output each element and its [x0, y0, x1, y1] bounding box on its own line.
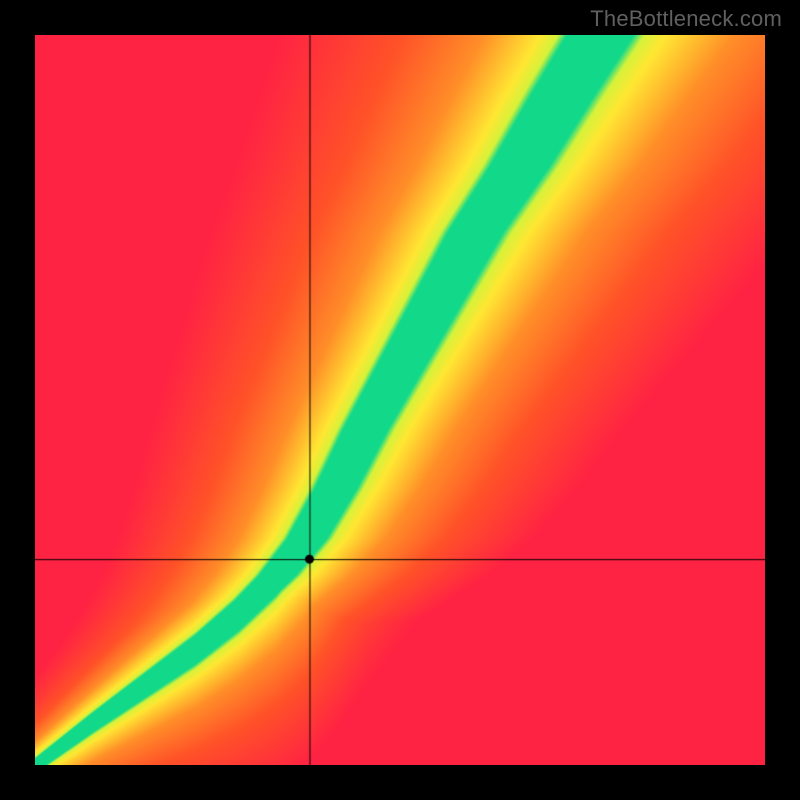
watermark-text: TheBottleneck.com	[590, 6, 782, 32]
heatmap-canvas	[35, 35, 765, 765]
chart-container: TheBottleneck.com	[0, 0, 800, 800]
plot-area	[35, 35, 765, 765]
